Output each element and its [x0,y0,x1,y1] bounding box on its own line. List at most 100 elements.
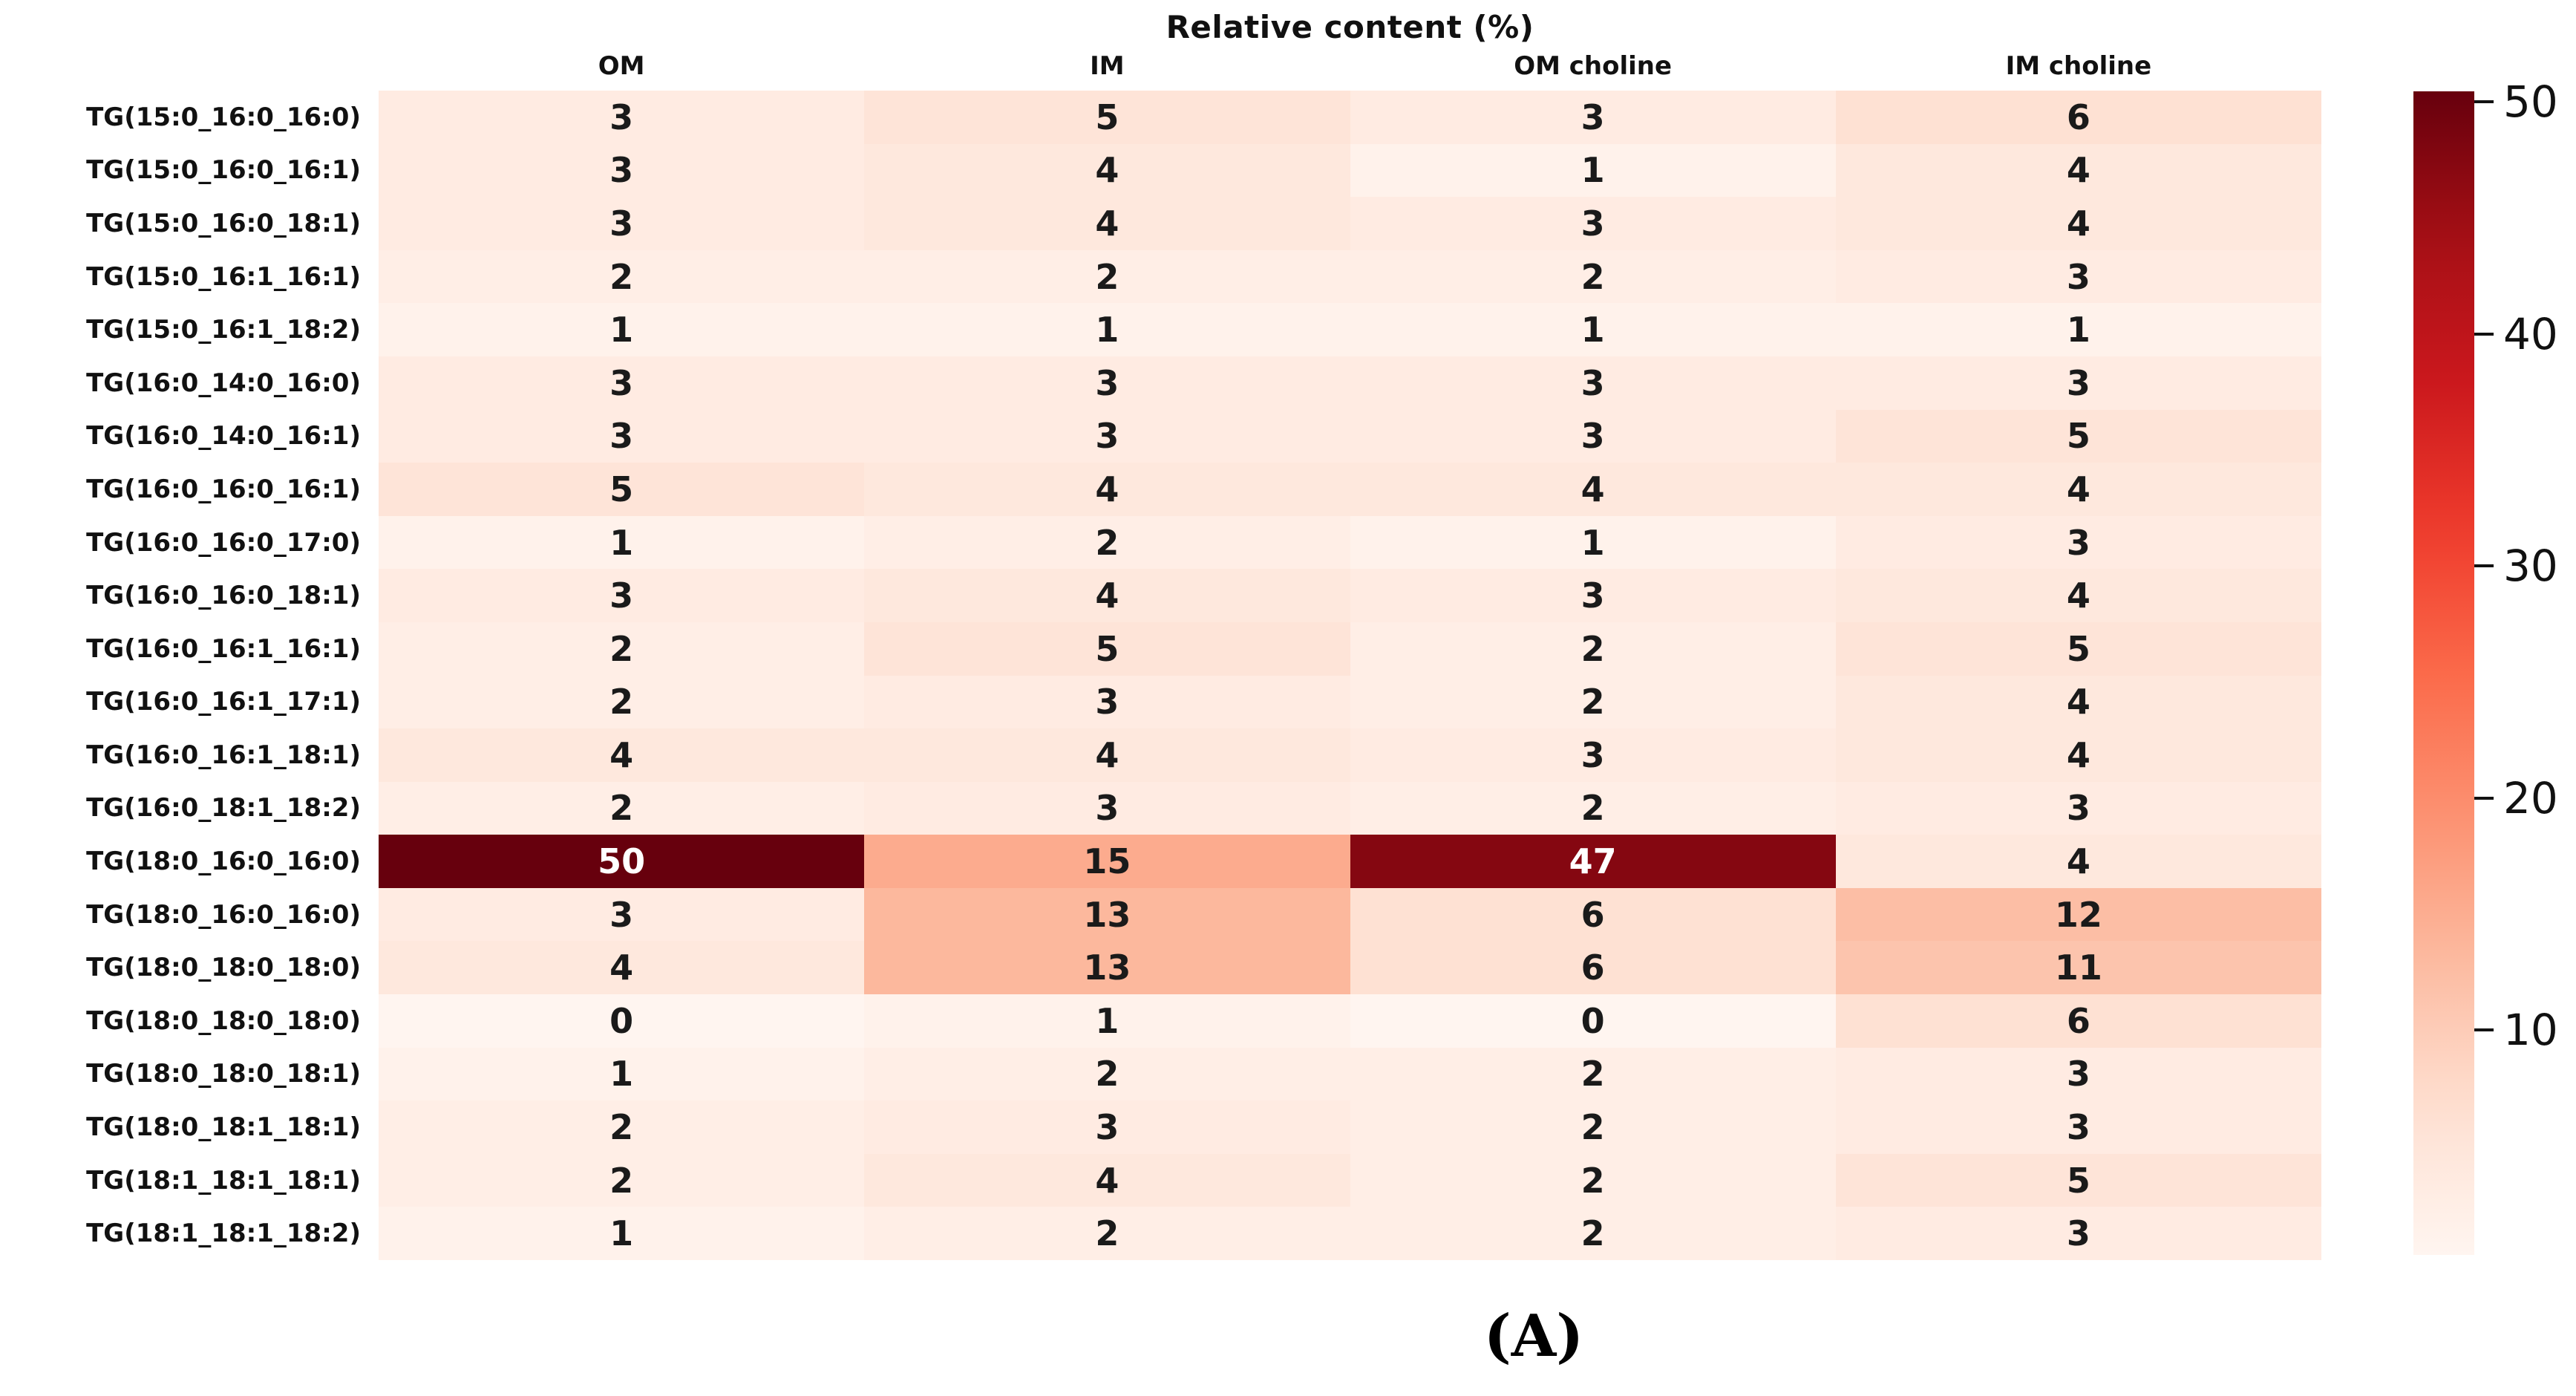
row-label: TG(16:0_16:1_16:1) [86,633,361,664]
heatmap-cell: 3 [864,356,1350,410]
heatmap-cell: 3 [864,409,1350,463]
heatmap-cell: 3 [1350,91,1836,144]
colorbar-gradient [2413,91,2474,1255]
heatmap-cell: 1 [1350,303,1836,356]
row-label: TG(15:0_16:1_16:1) [86,261,361,292]
row-label: TG(16:0_16:0_17:0) [86,527,361,558]
heatmap-cell: 3 [1835,1100,2321,1154]
heatmap-cell: 6 [1835,994,2321,1048]
column-header: IM choline [2005,50,2152,81]
colorbar-tick-mark [2474,100,2494,103]
heatmap-cell: 1 [1350,143,1836,198]
heatmap-cell: 5 [864,91,1350,144]
heatmap-cell: 2 [1350,1100,1836,1154]
heatmap-cell: 1 [379,1207,865,1260]
heatmap-cell: 2 [379,781,865,835]
figure-caption: (A) [1483,1302,1584,1370]
row-label: TG(16:0_14:0_16:0) [86,368,361,398]
row-label: TG(16:0_16:1_17:1) [86,687,361,717]
row-label: TG(18:0_18:0_18:1) [86,1059,361,1089]
heatmap-cell: 3 [379,409,865,463]
colorbar-tick-mark [2474,564,2494,568]
heatmap-cell: 4 [864,569,1350,622]
row-labels: TG(15:0_16:0_16:0) TG(15:0_16:0_16:1) TG(1… [0,91,361,1260]
row-label: TG(16:0_18:1_18:2) [86,793,361,823]
heatmap-cell: 2 [864,1207,1350,1260]
heatmap-cell: 3 [1835,515,2321,570]
row-label: TG(18:1_18:1_18:1) [86,1165,361,1196]
heatmap-cell: 4 [1835,143,2321,198]
heatmap-cell: 3 [379,887,865,942]
heatmap-cell: 2 [379,1153,865,1207]
heatmap-cell: 2 [1350,675,1836,729]
heatmap-cell: 1 [379,303,865,356]
heatmap-cell: 4 [864,197,1350,250]
heatmap-cell: 1 [1835,303,2321,356]
row-label: TG(15:0_16:1_18:2) [86,315,361,345]
heatmap-cell: 2 [864,249,1350,304]
heatmap-cell: 2 [1350,1153,1836,1207]
colorbar-tick-label: 40 [2503,308,2558,359]
heatmap-cell: 2 [379,675,865,729]
heatmap-cell: 3 [379,356,865,410]
row-label: TG(16:0_14:0_16:1) [86,421,361,451]
heatmap-cell: 4 [864,1153,1350,1207]
heatmap-cell: 5 [1835,1153,2321,1207]
heatmap-cell: 1 [379,1047,865,1101]
heatmap-cell: 3 [864,675,1350,729]
heatmap-cell: 5 [864,622,1350,676]
colorbar-tick-mark [2474,332,2494,336]
heatmap-cell: 3 [1835,356,2321,410]
colorbar-tick-label: 20 [2503,772,2558,823]
heatmap-cell: 1 [379,515,865,570]
heatmap-cell: 6 [1835,91,2321,144]
heatmap-cell: 2 [864,1047,1350,1101]
column-headers: OM IM OM choline IM choline [379,39,2321,80]
row-label: TG(18:0_18:0_18:0) [86,1005,361,1036]
row-label: TG(16:0_16:1_18:1) [86,740,361,770]
heatmap-cell: 6 [1350,941,1836,995]
row-label: TG(18:0_16:0_16:0) [86,899,361,930]
heatmap-cell: 2 [864,515,1350,570]
heatmap-cell: 2 [379,249,865,304]
heatmap-cell: 13 [864,887,1350,942]
colorbar-tick-label: 30 [2503,541,2558,592]
row-label: TG(16:0_16:0_16:1) [86,474,361,504]
row-label: TG(15:0_16:0_16:1) [86,155,361,186]
heatmap-cell: 3 [1350,569,1836,622]
heatmap-cell: 4 [1350,463,1836,516]
heatmap-cell: 3 [1835,781,2321,835]
heatmap-cell: 5 [379,463,865,516]
row-label: TG(15:0_16:0_18:1) [86,208,361,238]
heatmap-cell: 4 [1835,569,2321,622]
heatmap-cell: 4 [1835,463,2321,516]
heatmap-cell: 3 [379,143,865,198]
heatmap-cell: 3 [864,1100,1350,1154]
heatmap-cell: 1 [864,994,1350,1048]
row-label: TG(18:0_16:0_16:0) [86,847,361,877]
row-label: TG(16:0_16:0_18:1) [86,581,361,611]
colorbar-tick-mark [2474,1028,2494,1032]
heatmap-cell: 0 [1350,994,1836,1048]
heatmap-cell: 2 [379,622,865,676]
heatmap-cell: 4 [864,463,1350,516]
heatmap-cell: 2 [1350,781,1836,835]
heatmap-cell: 3 [1835,249,2321,304]
heatmap-cell: 4 [1835,197,2321,250]
heatmap-cell: 3 [1350,197,1836,250]
heatmap-cell: 3 [379,569,865,622]
heatmap-cell: 11 [1835,941,2321,995]
colorbar-tick-mark [2474,796,2494,800]
heatmap-cell: 50 [379,835,865,888]
column-header: IM [1090,50,1125,81]
heatmap-cell: 3 [1835,1207,2321,1260]
colorbar-tick-label: 10 [2503,1005,2558,1056]
heatmap-cell: 13 [864,941,1350,995]
heatmap-cell: 0 [379,994,865,1048]
heatmap-cell: 6 [1350,887,1836,942]
row-label: TG(15:0_16:0_16:0) [86,102,361,132]
row-label: TG(18:0_18:1_18:1) [86,1112,361,1143]
heatmap-cell: 3 [379,197,865,250]
